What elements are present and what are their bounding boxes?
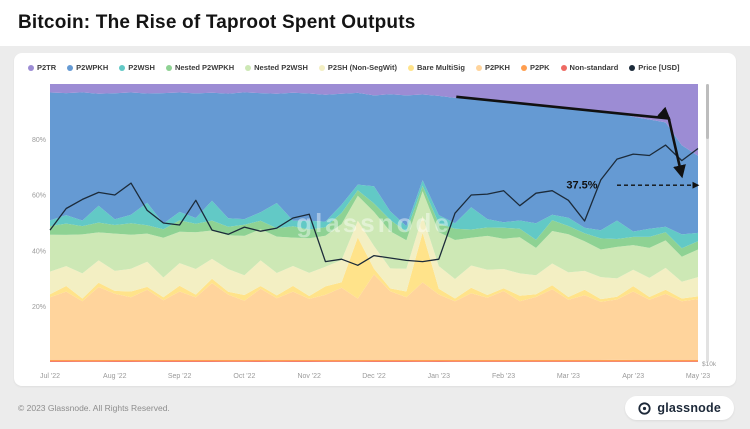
x-axis-tick-label: Jul '22 [40,373,60,380]
right-axis-label: $10k [702,361,717,368]
area-p2pk [50,359,698,362]
legend-item-price-usd[interactable]: Price [USD] [629,63,680,72]
legend-item-p2pk[interactable]: P2PK [520,63,550,72]
x-axis-tick-label: May '23 [686,373,710,380]
chart-legend: P2TR P2WPKH P2WSH Nested P2WPKH Nested P2WSH… [22,59,728,76]
y-axis-tick-label: 80% [32,137,46,144]
legend-dot-nested-p2wsh [245,64,252,71]
legend-label: Price [USD] [638,63,680,72]
legend-label: P2WSH [128,63,155,72]
page-header: Bitcoin: The Rise of Taproot Spent Outpu… [0,0,750,46]
legend-item-bare-multisig[interactable]: Bare MultiSig [408,63,465,72]
x-axis-tick-label: Sep '22 [168,373,192,380]
legend-item-p2wpkh[interactable]: P2WPKH [67,63,108,72]
legend-label: P2PK [529,63,550,72]
main-area: P2TR P2WPKH P2WSH Nested P2WPKH Nested P2WSH… [0,46,750,386]
legend-item-nested-p2wsh[interactable]: Nested P2WSH [245,63,308,72]
right-axis-scrollbar[interactable] [706,84,709,362]
annotation-arrow [456,95,686,179]
legend-dot-bare-multisig [408,64,414,71]
legend-item-non-standard[interactable]: Non-standard [560,63,619,72]
y-axis-tick-label: 40% [32,248,46,255]
y-axis-tick-label: 20% [32,304,46,311]
copyright-text: © 2023 Glassnode. All Rights Reserved. [18,403,170,413]
area-p2wsh [50,180,698,249]
legend-label: Non-standard [569,63,619,72]
watermark: glassnode [296,208,452,238]
area-p2tr [50,84,698,156]
chart-card: P2TR P2WPKH P2WSH Nested P2WPKH Nested P2WSH… [14,53,736,386]
page-footer: © 2023 Glassnode. All Rights Reserved. g… [0,386,750,420]
legend-dot-non-standard [560,64,567,71]
legend-dot-p2tr [28,64,34,71]
legend-item-p2tr[interactable]: P2TR [28,63,56,72]
taproot-stacked-area-chart: glassnode 20% 40% 60% 80% Jul '22 Aug '22 Sep '… [32,84,717,380]
legend-item-nested-p2wpkh[interactable]: Nested P2WPKH [165,63,235,72]
legend-label: P2WPKH [76,63,109,72]
annotation-percentage-label: 37.5% [566,180,597,192]
x-axis-tick-label: Apr '23 [622,373,644,380]
x-axis-tick-label: Aug '22 [103,373,127,380]
page-title: Bitcoin: The Rise of Taproot Spent Outpu… [18,12,416,33]
legend-dot-nested-p2wpkh [165,64,172,71]
x-axis-tick-label: Feb '23 [492,373,515,380]
x-axis-tick-label: Jan '23 [428,373,450,380]
legend-dot-p2sh-non-segwit [318,64,325,71]
legend-item-p2wsh[interactable]: P2WSH [119,63,155,72]
legend-label: P2PKH [484,63,510,72]
area-p2sh-non-segwit [50,216,698,300]
legend-label: Bare MultiSig [417,63,465,72]
legend-label: P2SH (Non-SegWit) [327,63,397,72]
area-nested-p2wsh [50,191,698,282]
x-axis-tick-label: Nov '22 [297,373,321,380]
legend-item-p2sh-non-segwit[interactable]: P2SH (Non-SegWit) [318,63,397,72]
area-nested-p2wpkh [50,185,698,257]
legend-dot-p2wpkh [67,64,74,71]
legend-dot-p2pkh [475,64,482,71]
glassnode-mark-icon [638,401,651,415]
x-axis-tick-label: Dec '22 [362,373,386,380]
legend-dot-p2wsh [119,64,126,71]
legend-label: Nested P2WPKH [174,63,235,72]
glassnode-logo-text: glassnode [657,401,721,415]
price-line [49,144,699,266]
legend-dot-price-usd [629,64,636,71]
x-axis-tick-label: Oct '22 [233,373,255,380]
y-axis-tick-label: 60% [32,193,46,200]
legend-item-p2pkh[interactable]: P2PKH [475,63,510,72]
legend-dot-p2pk [520,64,527,71]
legend-label: P2TR [37,63,57,72]
area-p2wpkh [50,92,698,235]
area-non-standard [50,361,698,362]
right-axis-scrollbar-thumb[interactable] [706,84,709,139]
x-axis-tick-label: Mar '23 [557,373,580,380]
area-p2pkh [50,274,698,360]
glassnode-logo[interactable]: glassnode [625,396,734,420]
chart-area: glassnode 20% 40% 60% 80% Jul '22 Aug '22 Sep '… [22,76,728,386]
legend-label: Nested P2WSH [254,63,308,72]
